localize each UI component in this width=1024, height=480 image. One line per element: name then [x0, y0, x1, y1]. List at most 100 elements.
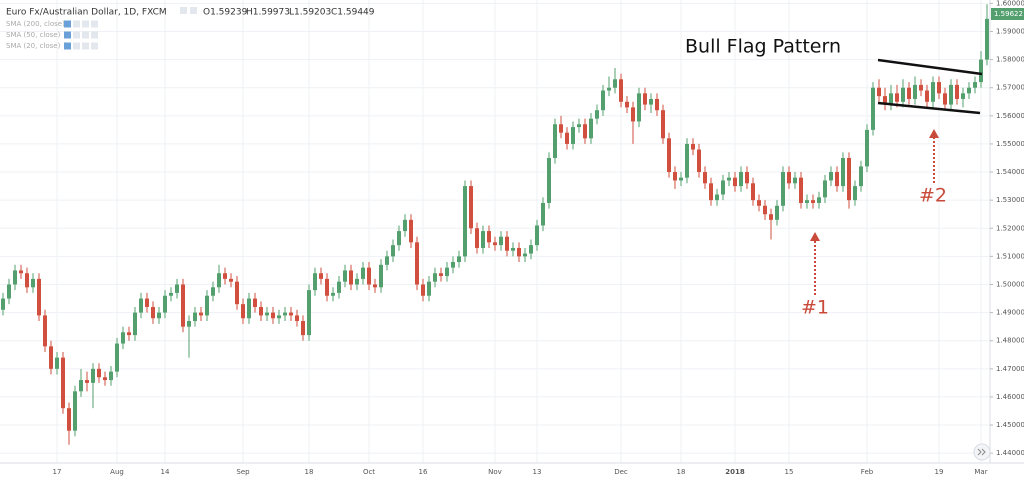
- scroll-button[interactable]: [973, 443, 991, 461]
- arrow-1-head: [810, 232, 820, 241]
- candle-body: [421, 284, 425, 296]
- candle-body: [313, 273, 317, 291]
- last-price-label: 1.59622: [994, 10, 1023, 18]
- candle-body: [259, 306, 263, 316]
- candle-body: [193, 312, 197, 322]
- candle-body: [721, 180, 725, 195]
- candle-body: [949, 84, 953, 105]
- candle-body: [307, 290, 311, 336]
- candle-body: [1, 298, 5, 310]
- y-tick-label: 1.49000: [996, 309, 1024, 317]
- indicator-icon: [91, 20, 98, 28]
- candle-body: [169, 292, 173, 296]
- candle-body: [589, 118, 593, 139]
- candle-body: [841, 157, 845, 187]
- indicator-icon: [73, 42, 80, 50]
- indicator-icon: [82, 20, 89, 28]
- candle-body: [523, 253, 527, 257]
- candle-body: [493, 242, 497, 246]
- candle-body: [409, 219, 413, 243]
- ohlc-high: H1.59973: [246, 8, 290, 18]
- indicator-icon: [64, 31, 71, 39]
- flag-bottom-line: [877, 101, 981, 115]
- candle-body: [889, 93, 893, 105]
- candle-body: [481, 231, 485, 248]
- candle-body: [205, 295, 209, 316]
- candle-body: [853, 186, 857, 201]
- candle-body: [541, 202, 545, 226]
- candle-body: [145, 298, 149, 307]
- candle-body: [301, 321, 305, 336]
- candle-body: [349, 270, 353, 285]
- annotation-2: #2: [919, 185, 947, 207]
- symbol-title: Euro Fx/Australian Dollar, 1D, FXCM: [6, 8, 167, 18]
- candle-body: [379, 264, 383, 288]
- candle-body: [793, 177, 797, 184]
- candle-body: [133, 312, 137, 336]
- candle-body: [91, 368, 95, 383]
- candle-body: [151, 306, 155, 319]
- candle-body: [901, 87, 905, 102]
- y-tick-label: 1.45000: [996, 421, 1024, 429]
- candle-body: [823, 180, 827, 198]
- y-tick-label: 1.46000: [996, 393, 1024, 401]
- candle-body: [571, 127, 575, 144]
- last-price-box: [991, 7, 1024, 20]
- candle-body: [979, 59, 983, 83]
- candle-body: [127, 332, 131, 336]
- candle-body: [43, 315, 47, 347]
- candle-body: [277, 315, 281, 319]
- candle-body: [229, 278, 233, 282]
- candle-body: [487, 231, 491, 243]
- candle-body: [535, 225, 539, 246]
- candle-body: [391, 245, 395, 257]
- ohlc-open: O1.59239: [203, 8, 248, 18]
- x-tick-label: 14: [161, 468, 170, 476]
- candle-body: [553, 124, 557, 158]
- x-tick-label: 2018: [725, 468, 745, 476]
- candle-body: [331, 292, 335, 296]
- x-tick-label: Feb: [861, 468, 874, 476]
- candle-body: [397, 231, 401, 246]
- candle-body: [877, 87, 881, 97]
- candle-body: [403, 219, 407, 232]
- indicator-icon: [82, 42, 89, 50]
- candle-body: [199, 312, 203, 316]
- candle-body: [685, 143, 689, 178]
- flag-top-line: [877, 58, 983, 76]
- y-tick-label: 1.60000: [996, 0, 1024, 7]
- candle-body: [49, 346, 53, 369]
- candle-body: [79, 380, 83, 392]
- candle-body: [325, 278, 329, 296]
- candle-body: [667, 138, 671, 173]
- y-tick-label: 1.55000: [996, 140, 1024, 148]
- candle-body: [187, 321, 191, 327]
- candle-body: [931, 82, 935, 102]
- candle-body: [67, 408, 71, 431]
- candle-body: [163, 295, 167, 313]
- candle-body: [247, 298, 251, 319]
- candle-body: [715, 194, 719, 201]
- candle-body: [961, 93, 965, 99]
- candle-body: [937, 82, 941, 94]
- candle-body: [121, 332, 125, 344]
- y-tick-label: 1.58000: [996, 56, 1024, 64]
- candle-body: [139, 298, 143, 313]
- candle-body: [679, 177, 683, 181]
- candle-body: [355, 278, 359, 285]
- candle-body: [61, 357, 65, 409]
- candle-layer: [1, 4, 989, 445]
- candle-body: [745, 172, 749, 184]
- candle-body: [241, 304, 245, 319]
- x-tick-label: Dec: [614, 468, 628, 476]
- candle-body: [13, 270, 17, 285]
- x-tick-label: 15: [785, 468, 794, 476]
- candle-body: [283, 312, 287, 316]
- candle-body: [943, 93, 947, 105]
- x-tick-label: 18: [677, 468, 686, 476]
- candle-body: [565, 132, 569, 144]
- candle-body: [271, 312, 275, 319]
- x-tick-label: 18: [305, 468, 314, 476]
- candle-body: [781, 172, 785, 206]
